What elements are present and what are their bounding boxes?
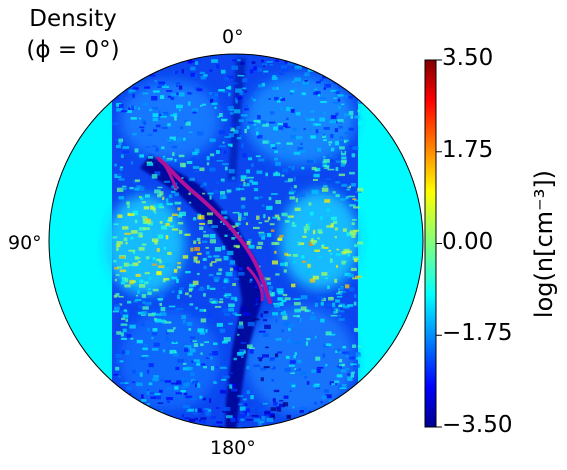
polar-frame <box>48 53 424 429</box>
chart-title-line2: (ϕ = 0°) <box>26 37 120 63</box>
colorbar-ticks <box>436 59 442 428</box>
colorbar-tick-label: 3.50 <box>442 45 494 71</box>
angular-tick-180: 180° <box>210 437 256 459</box>
density-contour-branch <box>156 156 264 302</box>
colorbar-tick-label: −3.50 <box>442 412 513 438</box>
density-contour <box>158 158 272 304</box>
chart-title: Density (ϕ = 0°) <box>14 4 132 66</box>
angular-tick-0: 0° <box>222 26 244 48</box>
colorbar-tick-label: −1.75 <box>442 320 513 347</box>
density-speckles <box>112 58 364 428</box>
colorbar-tick-label: 0.00 <box>442 228 494 255</box>
colorbar-tick-label: 1.75 <box>442 136 494 163</box>
colorbar <box>424 59 437 428</box>
colorbar-label: log(n[cm⁻³]) <box>530 169 558 319</box>
angular-tick-90: 90° <box>8 232 42 254</box>
density-field <box>49 54 423 428</box>
chart-title-line1: Density <box>29 6 117 32</box>
